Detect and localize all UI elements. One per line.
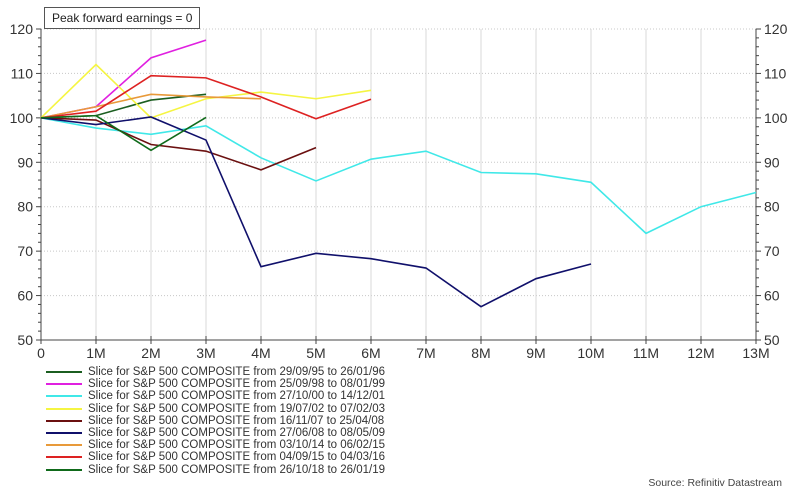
y-tick-label-left: 70 bbox=[17, 243, 33, 259]
series-line-1 bbox=[40, 39, 207, 119]
legend-item: Slice for S&P 500 COMPOSITE from 26/10/1… bbox=[46, 464, 385, 476]
y-tick-label-right: 70 bbox=[764, 243, 780, 259]
legend-swatch bbox=[46, 432, 82, 435]
legend: Slice for S&P 500 COMPOSITE from 29/09/9… bbox=[46, 366, 385, 476]
series-line-5 bbox=[40, 116, 592, 308]
legend-item: Slice for S&P 500 COMPOSITE from 29/09/9… bbox=[46, 366, 385, 378]
x-tick-label: 9M bbox=[526, 345, 545, 361]
y-tick-label-left: 50 bbox=[17, 332, 33, 348]
y-tick-label-right: 110 bbox=[764, 65, 787, 81]
legend-label: Slice for S&P 500 COMPOSITE from 26/10/1… bbox=[88, 463, 386, 476]
legend-item: Slice for S&P 500 COMPOSITE from 16/11/0… bbox=[46, 415, 385, 427]
legend-item: Slice for S&P 500 COMPOSITE from 03/10/1… bbox=[46, 439, 385, 451]
series-line-6 bbox=[40, 93, 262, 119]
legend-item: Slice for S&P 500 COMPOSITE from 27/10/0… bbox=[46, 390, 385, 402]
x-tick-label: 3M bbox=[196, 345, 215, 361]
series-line-8 bbox=[40, 114, 207, 152]
legend-swatch bbox=[46, 371, 82, 374]
legend-swatch bbox=[46, 456, 82, 459]
legend-item: Slice for S&P 500 COMPOSITE from 27/06/0… bbox=[46, 427, 385, 439]
legend-item: Slice for S&P 500 COMPOSITE from 19/07/0… bbox=[46, 403, 385, 415]
legend-swatch bbox=[46, 468, 82, 471]
x-tick-label: 10M bbox=[577, 345, 604, 361]
y-tick-label-left: 100 bbox=[10, 110, 34, 126]
y-tick-label-left: 110 bbox=[11, 65, 34, 81]
legend-label: Slice for S&P 500 COMPOSITE from 16/11/0… bbox=[88, 414, 385, 427]
gridlines bbox=[41, 28, 756, 340]
y-tick-label-left: 120 bbox=[10, 21, 34, 37]
chart-title: Peak forward earnings = 0 bbox=[44, 7, 201, 29]
y-tick-label-right: 100 bbox=[764, 110, 788, 126]
x-tick-label: 7M bbox=[416, 345, 435, 361]
y-tick-label-right: 50 bbox=[764, 332, 780, 348]
x-tick-label: 12M bbox=[687, 345, 714, 361]
legend-label: Slice for S&P 500 COMPOSITE from 03/10/1… bbox=[88, 439, 386, 452]
y-tick-label-right: 80 bbox=[764, 199, 780, 215]
y-tick-label-left: 80 bbox=[17, 199, 33, 215]
x-tick-label: 4M bbox=[251, 345, 270, 361]
y-tick-label-right: 120 bbox=[764, 21, 788, 37]
series-line-3 bbox=[40, 63, 372, 119]
legend-item: Slice for S&P 500 COMPOSITE from 04/09/1… bbox=[46, 451, 385, 463]
legend-swatch bbox=[46, 395, 82, 398]
legend-label: Slice for S&P 500 COMPOSITE from 04/09/1… bbox=[88, 451, 386, 464]
x-tick-label: 8M bbox=[471, 345, 490, 361]
x-tick-label: 13M bbox=[742, 345, 769, 361]
y-tick-label-right: 90 bbox=[764, 154, 780, 170]
series-line-4 bbox=[40, 117, 317, 171]
axes: 50 50 60 60 70 70 80 80 90 90 100 100 110 110 120 120 0 1… bbox=[10, 21, 788, 361]
y-tick-label-left: 60 bbox=[17, 288, 33, 304]
series-line-2 bbox=[40, 117, 757, 235]
x-tick-label: 6M bbox=[361, 345, 380, 361]
x-tick-label: 0 bbox=[37, 345, 45, 361]
legend-label: Slice for S&P 500 COMPOSITE from 19/07/0… bbox=[88, 402, 386, 415]
legend-label: Slice for S&P 500 COMPOSITE from 27/10/0… bbox=[88, 390, 386, 403]
legend-item: Slice for S&P 500 COMPOSITE from 25/09/9… bbox=[46, 378, 385, 390]
series-lines bbox=[40, 39, 757, 308]
legend-swatch bbox=[46, 444, 82, 447]
x-tick-label: 5M bbox=[306, 345, 325, 361]
y-tick-label-right: 60 bbox=[764, 288, 780, 304]
x-tick-label: 1M bbox=[86, 345, 105, 361]
x-tick-label: 2M bbox=[141, 345, 160, 361]
legend-swatch bbox=[46, 407, 82, 410]
legend-label: Slice for S&P 500 COMPOSITE from 25/09/9… bbox=[88, 378, 386, 391]
legend-swatch bbox=[46, 383, 82, 386]
series-line-7 bbox=[40, 74, 372, 120]
legend-label: Slice for S&P 500 COMPOSITE from 27/06/0… bbox=[88, 427, 386, 440]
y-tick-label-left: 90 bbox=[17, 154, 33, 170]
legend-label: Slice for S&P 500 COMPOSITE from 29/09/9… bbox=[88, 366, 386, 379]
legend-swatch bbox=[46, 419, 82, 422]
x-tick-label: 11M bbox=[633, 345, 659, 361]
source-note: Source: Refinitiv Datastream bbox=[648, 477, 782, 489]
